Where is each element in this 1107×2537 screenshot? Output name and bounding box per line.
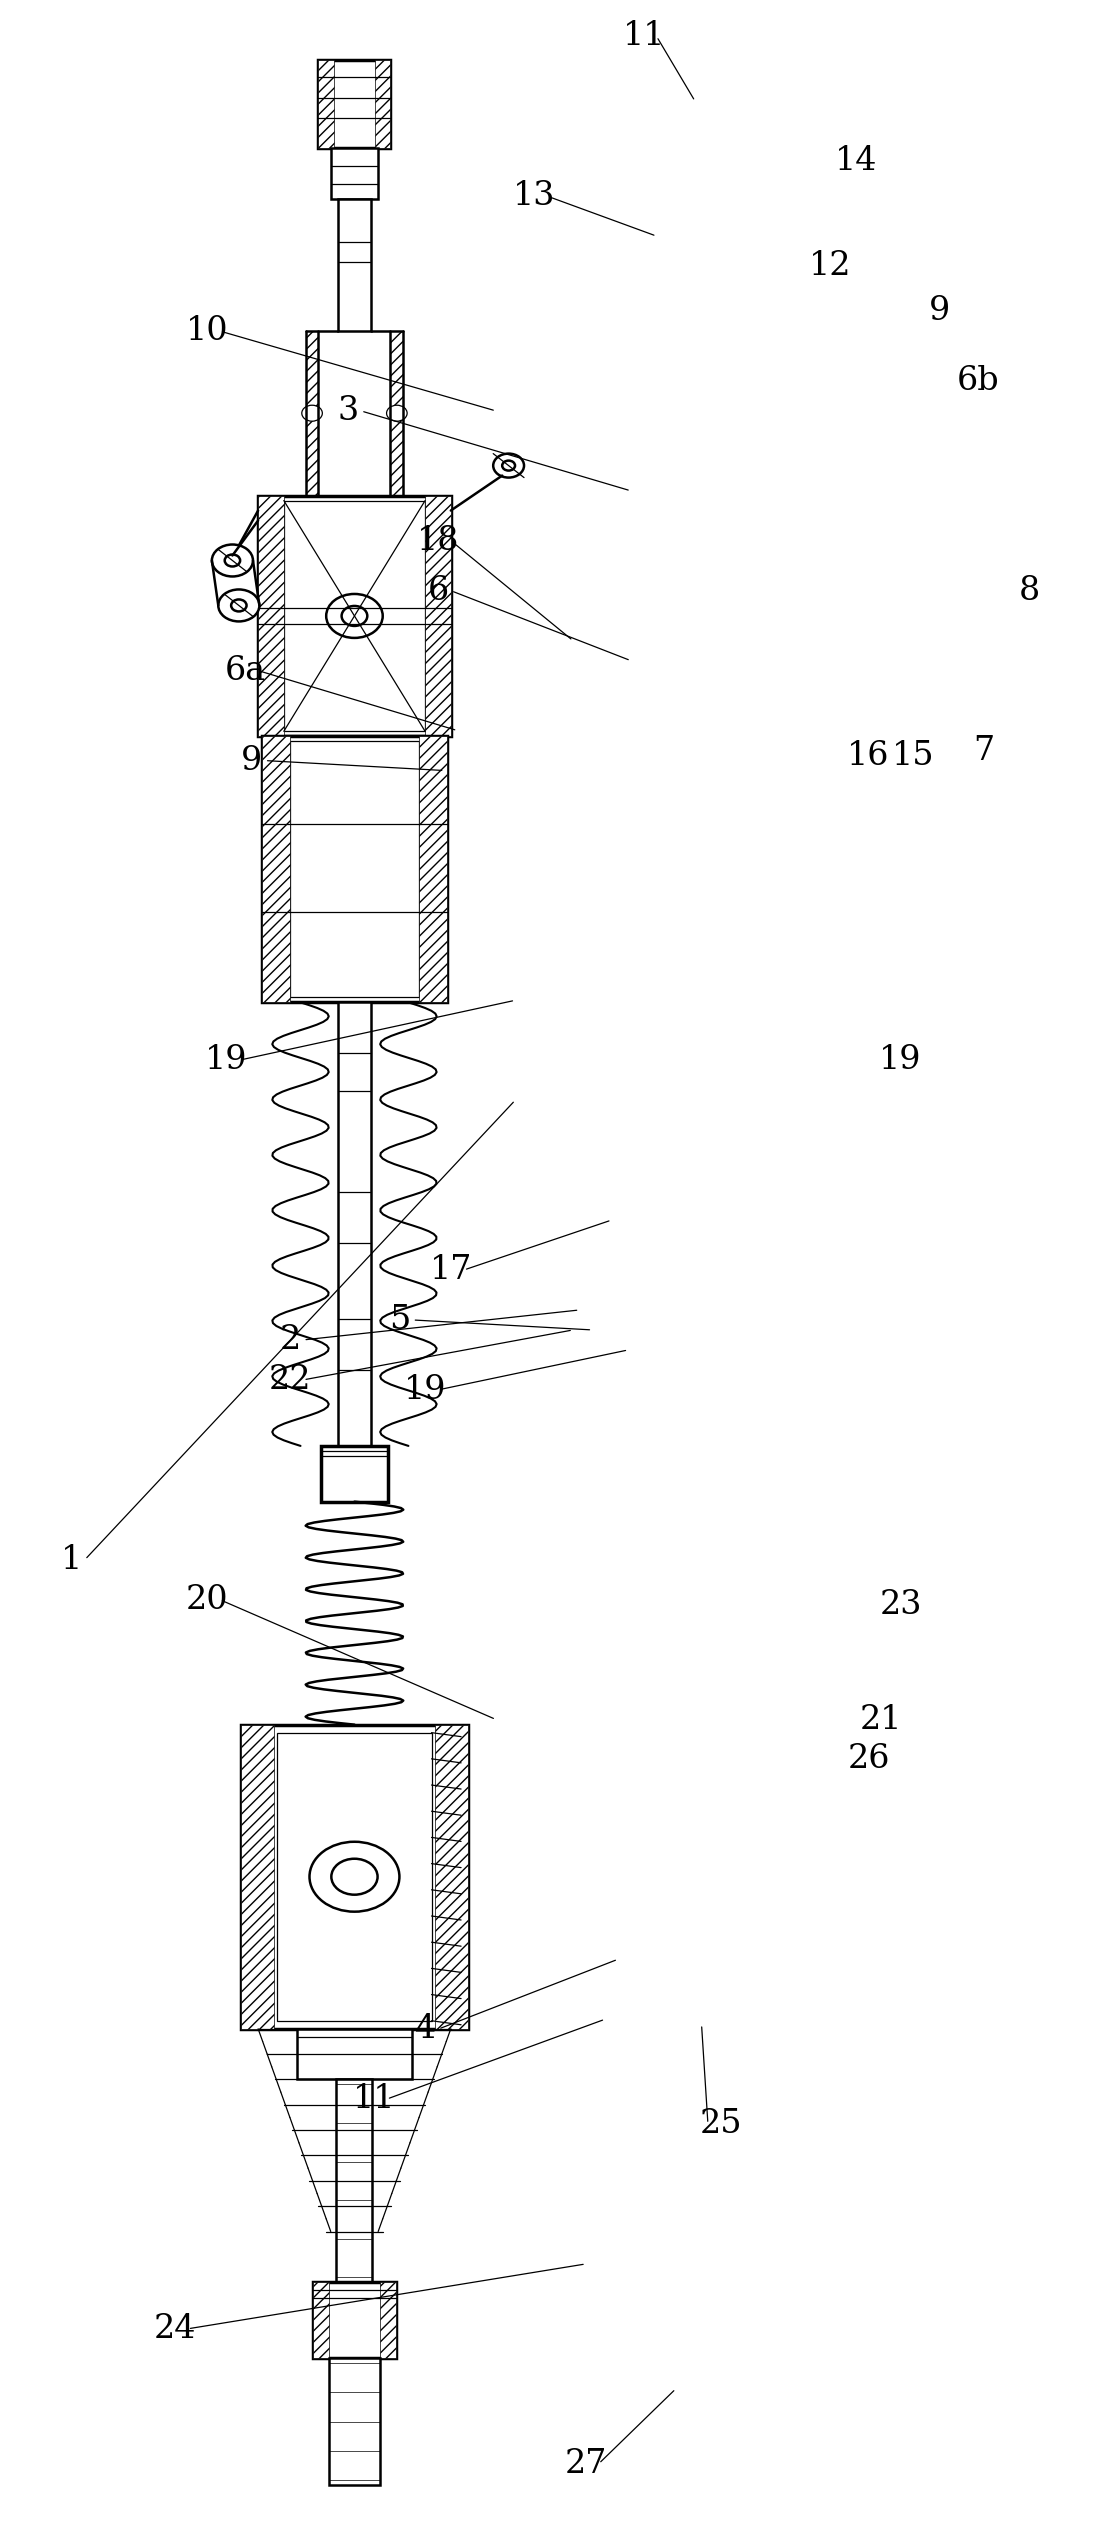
Text: 19: 19 — [404, 1375, 446, 1405]
Text: 18: 18 — [417, 525, 459, 556]
Bar — [313, 2283, 395, 2359]
Bar — [425, 495, 451, 736]
Circle shape — [211, 545, 254, 576]
Bar — [331, 147, 377, 198]
Text: 11: 11 — [622, 20, 665, 53]
Circle shape — [331, 1860, 377, 1895]
Text: 15: 15 — [892, 741, 934, 771]
Bar — [319, 61, 391, 147]
Bar — [241, 1725, 467, 2030]
Bar — [306, 330, 319, 495]
Text: 19: 19 — [205, 1045, 248, 1076]
Text: 27: 27 — [565, 2448, 607, 2479]
Bar — [338, 1002, 371, 1446]
Circle shape — [342, 606, 368, 627]
Circle shape — [386, 406, 407, 421]
Bar — [258, 495, 451, 736]
Text: 9: 9 — [929, 294, 950, 327]
Text: 2: 2 — [280, 1324, 301, 1355]
Circle shape — [327, 594, 383, 637]
Text: 19: 19 — [879, 1045, 922, 1076]
Bar — [283, 500, 425, 731]
Circle shape — [302, 406, 322, 421]
Circle shape — [218, 589, 259, 622]
Bar — [321, 1446, 387, 1502]
Text: 16: 16 — [847, 741, 890, 771]
Text: 4: 4 — [415, 2014, 436, 2045]
Text: 6a: 6a — [225, 655, 266, 688]
Bar — [278, 1733, 432, 2022]
Text: 12: 12 — [809, 251, 851, 282]
Text: 8: 8 — [1018, 576, 1039, 606]
Text: 1: 1 — [61, 1542, 83, 1575]
Bar — [391, 330, 403, 495]
Circle shape — [231, 599, 247, 611]
Bar — [290, 741, 418, 997]
Bar — [313, 2283, 329, 2359]
Text: 25: 25 — [700, 2108, 742, 2141]
Text: 3: 3 — [338, 396, 359, 426]
Bar — [319, 61, 334, 147]
Circle shape — [225, 556, 240, 566]
Text: 6: 6 — [427, 576, 448, 606]
Text: 23: 23 — [879, 1588, 922, 1621]
Bar — [338, 198, 371, 330]
Text: 7: 7 — [973, 736, 995, 766]
Text: 26: 26 — [847, 1743, 890, 1776]
Text: 9: 9 — [241, 743, 262, 776]
Bar — [241, 1725, 273, 2030]
Text: 17: 17 — [430, 1253, 473, 1286]
Circle shape — [310, 1842, 400, 1913]
Text: 10: 10 — [186, 315, 228, 348]
Bar — [418, 736, 447, 1002]
Bar — [375, 61, 391, 147]
Bar — [435, 1725, 467, 2030]
Text: 14: 14 — [835, 145, 877, 178]
Text: 6b: 6b — [956, 365, 999, 396]
Text: 13: 13 — [514, 180, 556, 213]
Text: 22: 22 — [269, 1365, 312, 1395]
Text: 20: 20 — [186, 1583, 228, 1616]
Bar — [329, 2359, 380, 2484]
Bar — [258, 495, 283, 736]
Text: 24: 24 — [154, 2314, 196, 2344]
Circle shape — [494, 454, 524, 477]
Bar — [337, 2080, 372, 2283]
Bar — [262, 736, 447, 1002]
Bar — [380, 2283, 395, 2359]
Circle shape — [503, 462, 515, 469]
Text: 11: 11 — [353, 2083, 395, 2116]
Text: 21: 21 — [860, 1702, 902, 1735]
Text: 5: 5 — [389, 1304, 411, 1337]
Bar — [262, 736, 290, 1002]
Bar — [297, 2030, 412, 2080]
